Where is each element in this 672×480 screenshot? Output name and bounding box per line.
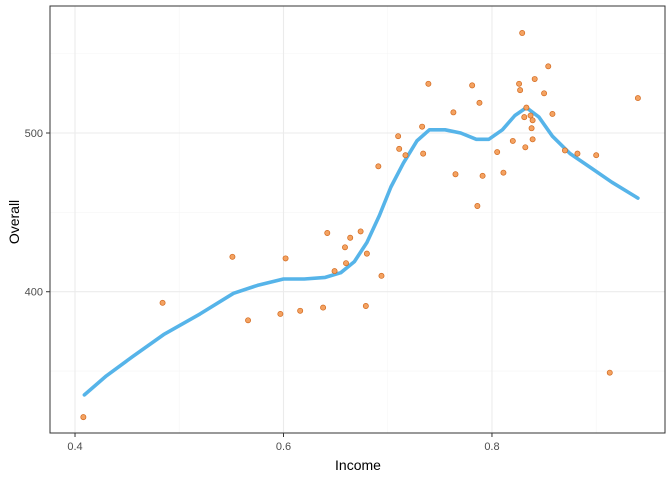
data-point [606,369,613,376]
data-point [479,172,486,179]
data-point [527,112,534,119]
panel-border [49,5,666,434]
data-point [476,99,483,106]
data-point [357,228,364,235]
data-point [419,123,426,130]
data-point [159,299,166,306]
data-point [634,95,641,102]
data-point [245,317,252,324]
data-point [474,203,481,209]
data-point [529,117,536,124]
y-tick-label: 500 [25,128,43,140]
data-point [469,82,476,89]
data-point [593,152,600,159]
x-tick-label: 0.4 [67,441,82,453]
data-point [324,230,331,236]
data-point [500,169,507,176]
data-point [402,152,409,159]
data-point [517,87,524,94]
data-point [521,114,528,121]
data-point [342,244,348,251]
data-point [529,136,536,143]
data-point [528,125,535,132]
x-axis-title: Income [335,457,381,473]
data-point [519,30,526,36]
data-point [545,63,552,70]
data-point [516,80,523,87]
data-point [378,272,385,279]
x-tick-label: 0.6 [276,441,291,453]
data-point [561,147,568,154]
data-point [343,260,349,267]
data-point [549,110,556,117]
data-point [509,137,516,144]
major-gridlines [50,6,665,433]
minor-gridlines [50,6,665,433]
data-point [420,150,427,157]
y-axis-title: Overall [6,200,22,244]
data-point [425,80,432,87]
data-point [229,253,236,260]
data-point [450,109,457,116]
data-point [452,171,459,178]
smooth-line-layer [82,105,640,397]
x-tick-label: 0.8 [484,441,499,453]
points-layer [80,30,641,421]
data-point [277,310,284,317]
data-point [541,90,548,97]
data-point [80,414,87,421]
data-point [395,133,402,140]
data-point [531,76,538,82]
data-point [375,163,382,170]
data-point [347,234,354,241]
data-point [297,307,304,314]
data-point [522,144,529,151]
data-point [282,255,289,262]
data-point [362,303,369,309]
data-point [523,104,530,111]
x-axis-ticks: 0.4 0.6 0.8 [67,433,500,453]
data-point [396,145,403,152]
data-point [494,149,501,155]
data-point [331,268,338,275]
y-tick-label: 400 [25,287,43,299]
smooth-line [82,105,640,397]
y-axis-ticks: 400 500 [25,128,50,299]
data-point [363,250,370,257]
data-point [574,150,581,157]
data-point [320,304,327,311]
